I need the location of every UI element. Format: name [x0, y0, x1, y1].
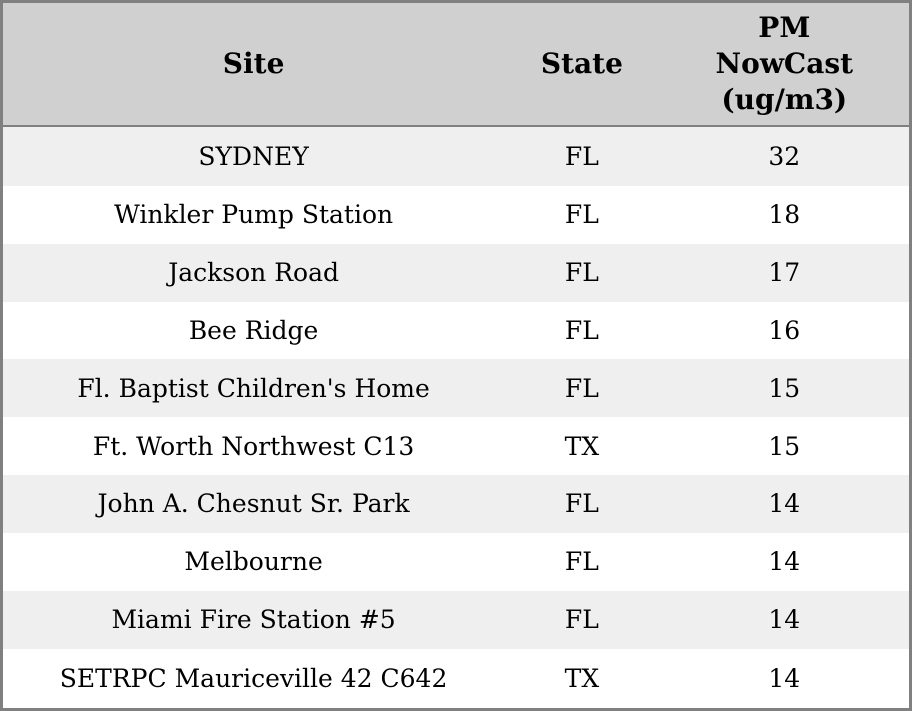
pm-nowcast-cell: 15 — [659, 417, 911, 476]
table-header: Site State PM NowCast (ug/m3) — [1, 1, 911, 127]
pm-nowcast-cell: 18 — [659, 185, 911, 244]
table-row: Winkler Pump Station FL 18 — [1, 185, 911, 244]
site-cell: John A. Chesnut Sr. Park — [1, 475, 505, 533]
state-cell: FL — [504, 532, 660, 591]
state-cell: FL — [504, 301, 660, 360]
site-cell: Fl. Baptist Children's Home — [1, 359, 505, 418]
header-site: Site — [1, 1, 505, 127]
site-cell: Bee Ridge — [1, 301, 505, 360]
site-cell: Miami Fire Station #5 — [1, 590, 505, 649]
pm-nowcast-cell: 14 — [659, 590, 911, 649]
site-cell: Ft. Worth Northwest C13 — [1, 417, 505, 476]
site-cell: SETRPC Mauriceville 42 C642 — [1, 648, 505, 710]
pm-nowcast-cell: 15 — [659, 359, 911, 418]
pm-nowcast-cell: 16 — [659, 301, 911, 360]
state-cell: FL — [504, 359, 660, 418]
table-row: John A. Chesnut Sr. Park FL 14 — [1, 475, 911, 533]
site-cell: Jackson Road — [1, 243, 505, 302]
table-row: Miami Fire Station #5 FL 14 — [1, 590, 911, 649]
table-row: Melbourne FL 14 — [1, 532, 911, 591]
site-cell: SYDNEY — [1, 126, 505, 186]
table-row: Fl. Baptist Children's Home FL 15 — [1, 359, 911, 418]
table-row: SETRPC Mauriceville 42 C642 TX 14 — [1, 648, 911, 710]
pm-nowcast-cell: 17 — [659, 243, 911, 302]
state-cell: FL — [504, 185, 660, 244]
state-cell: FL — [504, 475, 660, 533]
state-cell: FL — [504, 590, 660, 649]
state-cell: FL — [504, 243, 660, 302]
state-cell: TX — [504, 648, 660, 710]
pm-nowcast-cell: 14 — [659, 475, 911, 533]
header-row: Site State PM NowCast (ug/m3) — [1, 1, 911, 127]
table-row: SYDNEY FL 32 — [1, 126, 911, 186]
table-row: Bee Ridge FL 16 — [1, 301, 911, 360]
table-row: Ft. Worth Northwest C13 TX 15 — [1, 417, 911, 476]
pm-nowcast-cell: 14 — [659, 648, 911, 710]
state-cell: FL — [504, 126, 660, 186]
site-cell: Winkler Pump Station — [1, 185, 505, 244]
pm-nowcast-cell: 32 — [659, 126, 911, 186]
table-row: Jackson Road FL 17 — [1, 243, 911, 302]
site-cell: Melbourne — [1, 532, 505, 591]
header-state: State — [504, 1, 660, 127]
header-pm-nowcast: PM NowCast (ug/m3) — [659, 1, 911, 127]
state-cell: TX — [504, 417, 660, 476]
pm-nowcast-cell: 14 — [659, 532, 911, 591]
table-body: SYDNEY FL 32 Winkler Pump Station FL 18 Jackso… — [1, 126, 911, 710]
